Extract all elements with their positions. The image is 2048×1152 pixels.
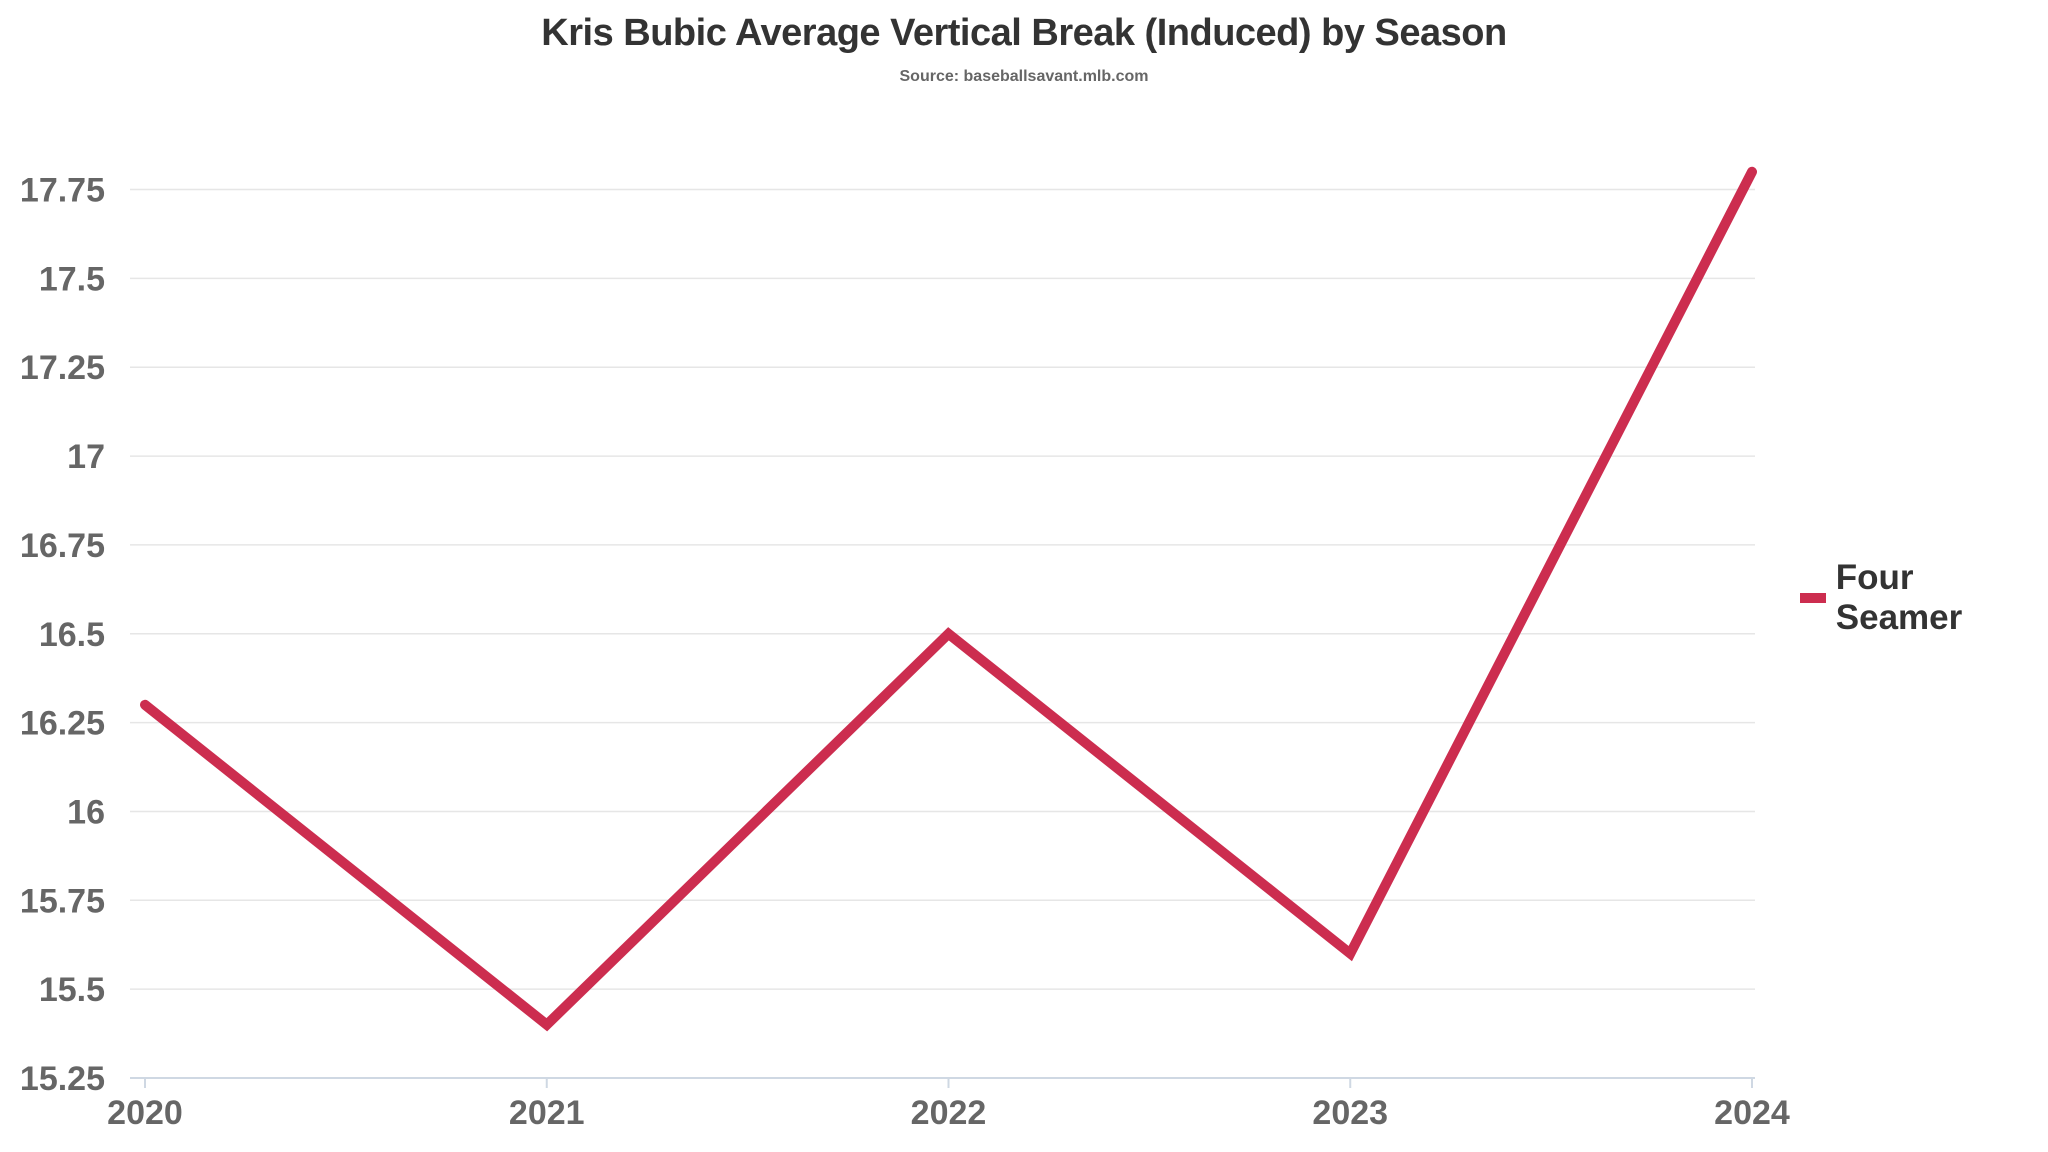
y-tick-label: 16.25 bbox=[20, 705, 105, 743]
y-tick-label: 15.75 bbox=[20, 882, 105, 920]
y-tick-label: 17.5 bbox=[39, 260, 105, 298]
y-tick-label: 16.5 bbox=[39, 616, 105, 654]
y-tick-label: 16 bbox=[67, 793, 105, 831]
data-point-2021[interactable] bbox=[541, 1019, 553, 1031]
legend[interactable]: Four Seamer bbox=[1800, 558, 2048, 638]
tick-labels: 15.25 15.5 15.75 16 16.25 16.5 16.75 17 17.25 17.… bbox=[20, 172, 1790, 1132]
axes bbox=[130, 1077, 1755, 1088]
chart-title: Kris Bubic Average Vertical Break (Induc… bbox=[541, 12, 1507, 54]
y-tick-label: 15.25 bbox=[20, 1060, 105, 1098]
data-point-2020[interactable] bbox=[139, 699, 151, 711]
x-tick-label-2024: 2024 bbox=[1714, 1094, 1790, 1132]
legend-swatch-four-seamer bbox=[1800, 593, 1826, 603]
data-point-2022[interactable] bbox=[943, 628, 955, 640]
series-line-four-seamer[interactable] bbox=[140, 166, 1757, 1032]
x-tick-label-2020: 2020 bbox=[107, 1094, 183, 1132]
y-tick-label: 17.25 bbox=[20, 349, 105, 387]
chart-subtitle: Source: baseballsavant.mlb.com bbox=[899, 68, 1149, 85]
x-tick-label-2021: 2021 bbox=[509, 1094, 585, 1132]
legend-label-four-seamer: Four Seamer bbox=[1835, 558, 1963, 637]
data-point-2023[interactable] bbox=[1344, 948, 1356, 960]
series-layer bbox=[139, 166, 1758, 1032]
x-tick-label-2022: 2022 bbox=[911, 1094, 987, 1132]
y-tick-label: 16.75 bbox=[20, 527, 105, 565]
y-tick-label: 17.75 bbox=[20, 172, 105, 210]
data-point-2024[interactable] bbox=[1746, 166, 1758, 178]
x-tick-label-2023: 2023 bbox=[1312, 1094, 1388, 1132]
y-tick-label: 15.5 bbox=[39, 971, 105, 1009]
y-tick-label: 17 bbox=[67, 438, 105, 476]
gridlines bbox=[130, 188, 1755, 990]
